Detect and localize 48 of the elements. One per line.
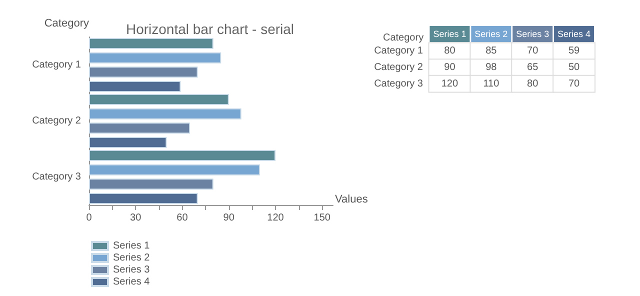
bar: [89, 38, 214, 50]
x-tick-label: 120: [267, 212, 284, 224]
x-tick-label: 0: [86, 212, 92, 224]
data-label: 50: [568, 62, 580, 73]
y-axis-title: Category: [383, 32, 424, 44]
bar: [89, 192, 198, 204]
x-tick-label: Series 2: [474, 29, 508, 39]
bar: [89, 178, 214, 190]
data-label: 59: [568, 46, 580, 57]
legend-label: Series 3: [113, 264, 150, 276]
data-label: 65: [527, 62, 539, 73]
x-tick-label: Series 4: [558, 29, 591, 39]
y-axis-title: Category: [44, 18, 90, 30]
y-tick-label: Category 3: [32, 172, 82, 182]
bar: [89, 122, 190, 134]
data-label: 98: [486, 62, 498, 73]
data-label: 70: [527, 46, 539, 57]
x-tick-label: Series 3: [516, 29, 550, 39]
legend-label: Series 4: [113, 276, 150, 288]
bar: [89, 94, 229, 106]
legend-label: Series 1: [113, 240, 150, 252]
y-tick-label: Category 2: [374, 62, 424, 73]
bar: [89, 108, 242, 120]
x-tick-label: 150: [314, 212, 331, 224]
data-label: 120: [441, 78, 458, 90]
x-tick-label: Series 1: [433, 29, 466, 39]
x-tick-label: 60: [176, 212, 188, 224]
bar: [89, 164, 260, 176]
x-tick-label: 90: [223, 212, 235, 224]
y-tick-label: Category 1: [32, 60, 82, 70]
y-tick-label: Category 3: [374, 78, 424, 90]
y-tick-label: Category 2: [32, 116, 82, 126]
bar: [89, 66, 198, 78]
bar: [89, 136, 167, 148]
data-label: 80: [527, 78, 539, 90]
bar: [89, 150, 276, 162]
data-label: 70: [568, 78, 580, 90]
bar: [89, 52, 222, 64]
chart-title: Horizontal bar chart - serial: [126, 21, 294, 37]
x-axis-title: Values: [335, 194, 368, 206]
data-label: 85: [486, 46, 498, 57]
data-label: 90: [444, 62, 456, 73]
legend-label: Series 2: [113, 252, 150, 264]
x-tick-label: 30: [130, 212, 142, 224]
data-label: 80: [444, 46, 456, 57]
y-tick-label: Category 1: [374, 46, 424, 57]
data-label: 110: [483, 78, 500, 90]
bar: [89, 80, 181, 92]
